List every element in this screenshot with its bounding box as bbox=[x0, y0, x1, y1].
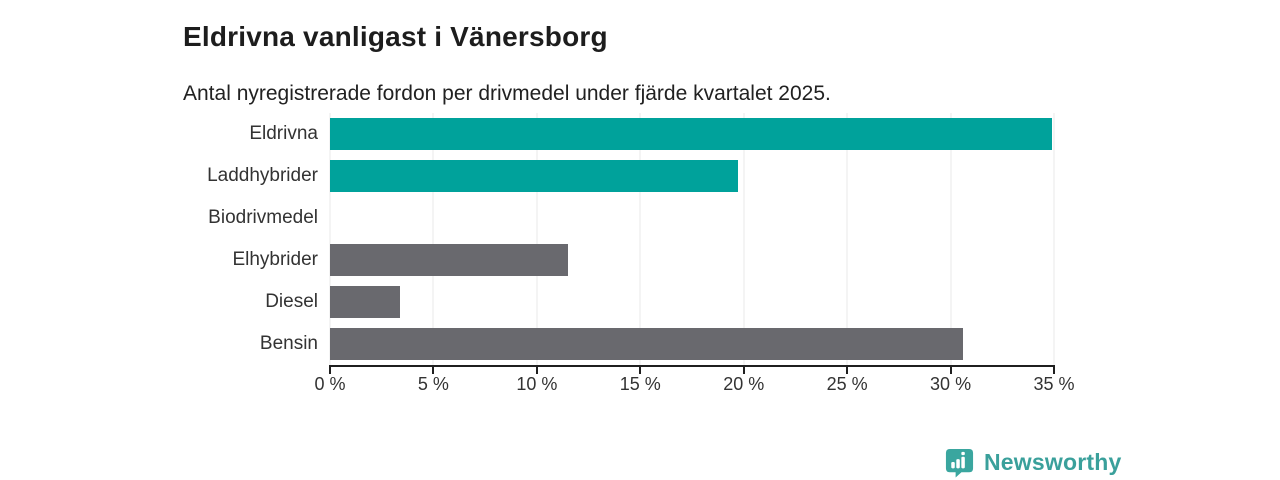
category-label: Biodrivmedel bbox=[208, 207, 318, 228]
gridline bbox=[432, 113, 434, 365]
gridline bbox=[950, 113, 952, 365]
bar-eldrivna bbox=[330, 118, 1052, 150]
bar-laddhybrider bbox=[330, 160, 738, 192]
x-tick bbox=[535, 365, 538, 374]
x-tick-label: 10 % bbox=[516, 374, 558, 394]
plot-area bbox=[329, 113, 1055, 367]
x-axis-labels: 0 % 5 % 10 % 15 % 20 % 25 % 30 % 35 % bbox=[314, 374, 1074, 398]
bar-bensin bbox=[330, 328, 963, 360]
x-tick-label: 5 % bbox=[417, 374, 449, 394]
gridline bbox=[329, 113, 331, 365]
x-tick bbox=[329, 365, 331, 374]
page-subtitle: Antal nyregistrerade fordon per drivmede… bbox=[183, 82, 831, 105]
category-label: Bensin bbox=[259, 333, 318, 354]
gridline bbox=[639, 113, 641, 365]
x-tick bbox=[742, 365, 745, 374]
gridline bbox=[846, 113, 848, 365]
x-tick-label: 25 % bbox=[826, 374, 868, 394]
x-tick bbox=[949, 365, 952, 374]
brand-logo[interactable]: Newsworthy bbox=[944, 447, 1121, 478]
x-tick bbox=[639, 365, 642, 374]
x-tick-label: 15 % bbox=[619, 374, 661, 394]
page-title: Eldrivna vanligast i Vänersborg bbox=[183, 20, 608, 52]
gridline bbox=[536, 113, 538, 365]
category-label: Elhybrider bbox=[232, 249, 318, 270]
gridline bbox=[1053, 113, 1055, 365]
x-axis-ticks bbox=[329, 365, 1055, 374]
gridline bbox=[743, 113, 745, 365]
category-axis: Eldrivna Laddhybrider Biodrivmedel Elhybrid… bbox=[0, 113, 318, 365]
category-label: Diesel bbox=[265, 291, 318, 312]
x-tick bbox=[432, 365, 435, 374]
x-tick-label: 35 % bbox=[1033, 374, 1075, 394]
category-label: Eldrivna bbox=[249, 123, 318, 144]
bar-diesel bbox=[330, 286, 401, 318]
x-tick bbox=[846, 365, 849, 374]
x-tick-label: 30 % bbox=[930, 374, 972, 394]
x-tick-label: 20 % bbox=[723, 374, 765, 394]
bar-elhybrider bbox=[330, 244, 568, 276]
x-tick-label: 0 % bbox=[314, 374, 346, 394]
brand-name: Newsworthy bbox=[984, 449, 1122, 475]
x-tick bbox=[1053, 365, 1055, 374]
newsworthy-pin-icon bbox=[944, 447, 975, 478]
category-label: Laddhybrider bbox=[207, 165, 318, 186]
